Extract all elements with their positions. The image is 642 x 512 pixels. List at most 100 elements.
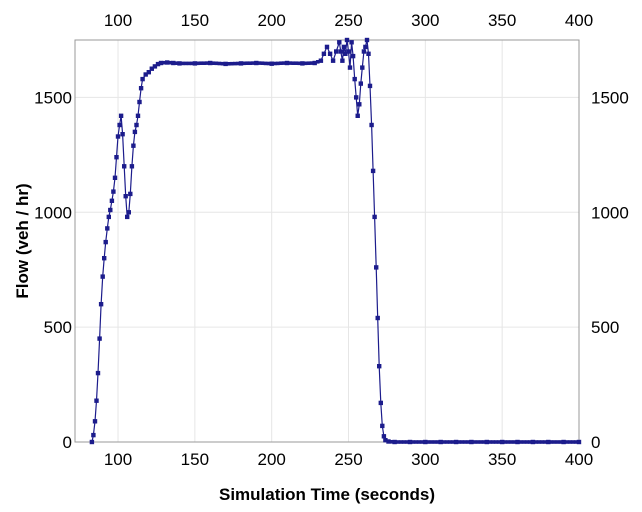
data-point [89, 439, 95, 445]
data-point-interp [491, 440, 495, 444]
x-tick-label-bottom: 350 [488, 450, 516, 469]
data-point-interp [251, 61, 255, 65]
data-point-interp [411, 440, 415, 444]
data-point [530, 439, 536, 445]
x-tick-label-top: 200 [257, 11, 285, 30]
data-point [102, 256, 107, 261]
data-point-interp [417, 440, 421, 444]
data-point [355, 113, 360, 118]
data-point-interp [426, 440, 431, 444]
data-point [97, 336, 102, 341]
data-point [576, 439, 582, 445]
data-point [318, 58, 324, 63]
data-point [372, 214, 377, 220]
data-point-interp [303, 61, 308, 66]
data-point-interp [276, 61, 280, 66]
data-point-interp [186, 61, 191, 66]
data-point [155, 61, 161, 67]
data-point-interp [414, 440, 418, 444]
data-point [361, 49, 367, 54]
data-point [108, 207, 113, 213]
data-point [111, 189, 116, 194]
data-point [137, 99, 142, 105]
data-point-interp [506, 440, 511, 444]
data-point-interp [389, 440, 394, 444]
x-tick-label-top: 350 [488, 11, 516, 30]
data-point [360, 65, 365, 70]
data-point [300, 61, 305, 66]
data-point-interp [199, 61, 203, 65]
data-point-interp [205, 61, 209, 65]
data-point-interp [451, 440, 455, 444]
y-tick-label-left: 1500 [34, 88, 72, 107]
x-tick-label-bottom: 150 [181, 450, 209, 469]
tick-labels: 100 100 150 150 200 200 250 250 300 300 350 350 400 4… [34, 11, 629, 469]
data-point-interp [202, 61, 206, 65]
data-point [340, 58, 345, 63]
data-point-interp [552, 440, 557, 444]
data-point-interp [497, 440, 501, 444]
data-point-interp [540, 440, 544, 444]
data-point-interp [248, 61, 252, 65]
x-tick-label-bottom: 200 [257, 450, 285, 469]
data-point-interp [180, 61, 185, 66]
data-point [327, 51, 333, 56]
data-point-interp [174, 61, 179, 65]
data-point-interp [190, 61, 194, 66]
data-point-interp [503, 440, 507, 444]
data-point-interp [475, 440, 480, 444]
data-point [324, 44, 330, 50]
data-point [140, 76, 145, 82]
data-point-interp [537, 440, 541, 444]
data-point-interp [564, 440, 569, 444]
data-points [89, 37, 582, 445]
data-point-interp [162, 60, 166, 65]
data-point-interp [273, 61, 277, 66]
x-axis-title: Simulation Time (seconds) [219, 485, 435, 504]
data-point-interp [478, 440, 483, 444]
data-point [354, 95, 359, 100]
data-point-interp [435, 440, 440, 444]
data-point [103, 239, 108, 245]
data-point [94, 398, 99, 403]
data-point [366, 51, 371, 56]
data-point-interp [229, 61, 234, 66]
data-point [337, 40, 342, 45]
data-point [117, 122, 122, 128]
data-point [346, 49, 351, 54]
data-point [192, 61, 198, 66]
data-point [438, 439, 443, 445]
data-point-interp [555, 440, 560, 444]
data-point [350, 53, 356, 59]
data-point-interp [399, 440, 403, 444]
data-point-interp [214, 61, 219, 66]
data-point [407, 439, 413, 445]
data-point-interp [306, 61, 311, 65]
data-point-interp [183, 61, 188, 66]
data-point [131, 143, 136, 148]
data-point [370, 168, 376, 174]
data-point-interp [558, 440, 563, 444]
data-point [312, 60, 317, 66]
data-point-interp [226, 62, 231, 66]
data-point [114, 155, 119, 160]
data-point [364, 37, 370, 43]
x-tick-label-bottom: 250 [334, 450, 362, 469]
x-tick-label-top: 150 [181, 11, 209, 30]
data-point-interp [402, 440, 406, 444]
x-tick-label-top: 250 [334, 11, 362, 30]
data-point [125, 214, 130, 220]
data-point-interp [263, 61, 268, 66]
data-point-interp [494, 440, 498, 444]
data-point [369, 122, 374, 128]
data-point-interp [405, 440, 409, 444]
x-tick-label-top: 100 [104, 11, 132, 30]
data-point [363, 44, 368, 50]
data-point-interp [196, 61, 200, 66]
data-point [92, 419, 98, 424]
data-point [158, 60, 164, 66]
data-point-interp [463, 440, 468, 444]
data-point [123, 194, 128, 199]
data-point-interp [291, 61, 295, 65]
